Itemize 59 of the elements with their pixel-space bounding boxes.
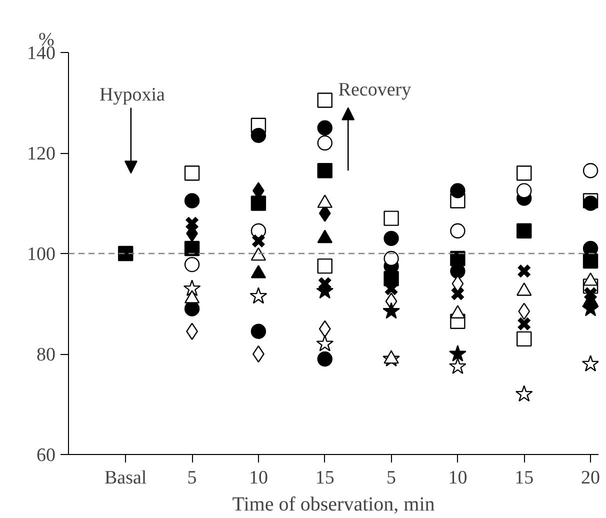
point [317,162,332,178]
point [518,302,530,320]
x-tick-label: Basal [104,468,147,488]
point [118,246,134,262]
point [251,234,266,248]
point [184,166,200,181]
point [582,354,598,372]
x-tick-label: 5 [386,468,396,488]
y-tick-label: 80 [36,344,56,366]
x-tick-label: 15 [315,468,334,488]
point [583,286,598,301]
point [516,223,532,238]
y-tick-label: 120 [27,144,56,164]
point [449,357,466,374]
point [516,166,532,181]
point [516,316,532,332]
point [317,120,332,136]
point [450,250,466,266]
point [384,210,399,226]
x-axis-title: Time of observation, min [232,494,435,516]
point [450,223,466,238]
x-tick-label: 15 [514,468,534,488]
x-tick-label: 10 [248,468,268,488]
point [250,324,266,339]
point [184,216,200,231]
y-tick-label: 100 [27,244,56,265]
x-tick-label: 10 [448,468,468,488]
point [184,301,200,316]
point [582,253,598,269]
point [515,385,533,402]
point [184,240,200,256]
point [382,302,400,319]
point [450,286,465,301]
point [318,320,331,338]
point [450,183,466,198]
point [183,280,201,296]
point [384,230,399,246]
point [184,256,200,272]
x-tick-label: 20 [581,468,600,488]
x-tick-label: 5 [187,468,197,488]
annotation: Recovery [338,80,412,101]
point [250,128,266,143]
point [317,92,332,108]
point [317,135,332,151]
point [582,163,598,178]
point [384,250,399,266]
point [452,275,464,292]
y-tick-label: 60 [36,445,56,466]
point [184,193,200,208]
point [449,344,466,362]
point [516,183,532,198]
point [317,351,332,367]
point [516,264,532,278]
point [317,258,332,274]
point [250,196,266,211]
point [516,331,532,347]
annotation: Hypoxia [100,84,166,106]
point [316,334,334,352]
point [250,287,268,304]
